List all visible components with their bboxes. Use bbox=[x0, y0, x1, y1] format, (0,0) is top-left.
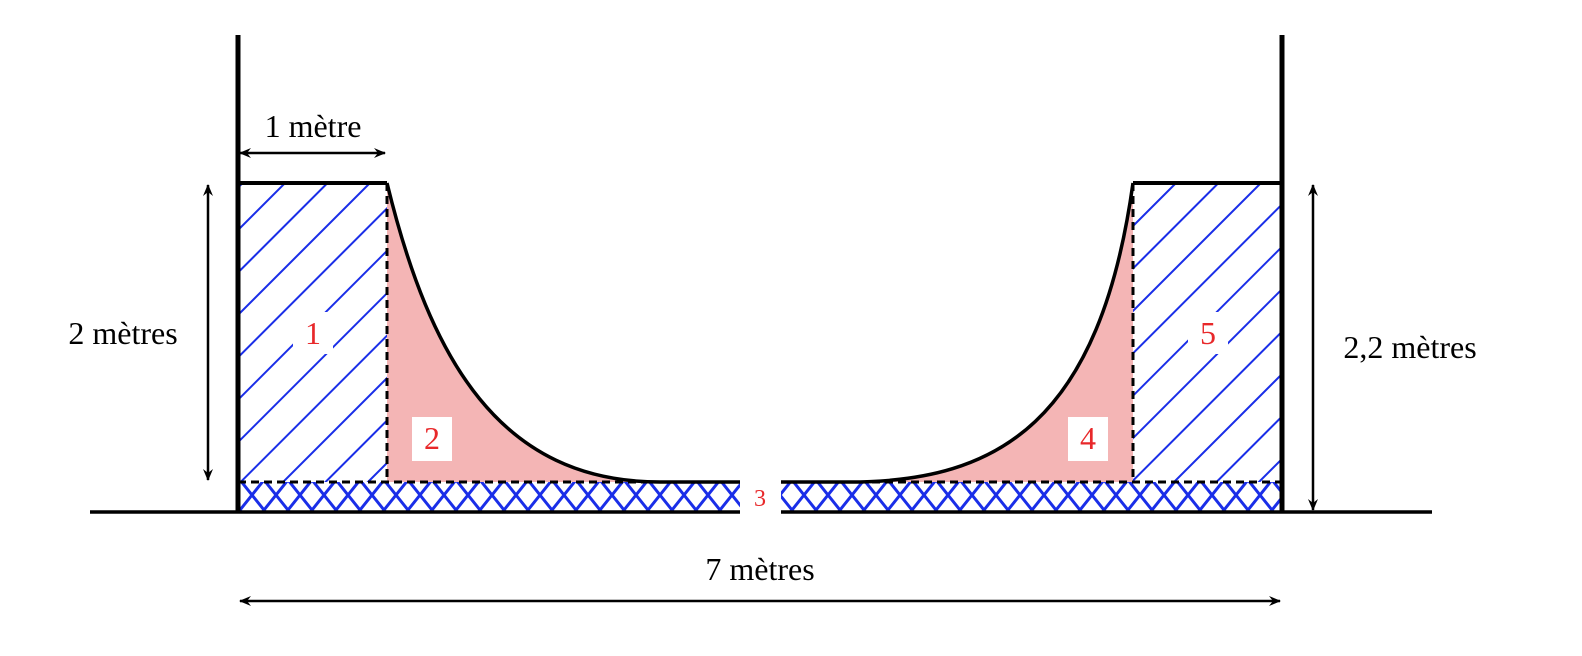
region-3-left bbox=[238, 482, 740, 512]
region-label: 1 bbox=[305, 315, 321, 351]
total-width-label: 7 mètres bbox=[705, 551, 814, 587]
label-bg bbox=[1188, 312, 1228, 354]
region-label: 2 bbox=[424, 420, 440, 456]
region-label: 3 bbox=[754, 486, 766, 512]
region-label: 5 bbox=[1200, 315, 1216, 351]
region-4 bbox=[850, 183, 1133, 482]
label-bg bbox=[1068, 417, 1108, 461]
label-bg bbox=[745, 484, 775, 510]
region-2 bbox=[387, 183, 660, 482]
dimension-arrows bbox=[203, 148, 1318, 606]
right-height-label: 2,2 mètres bbox=[1343, 329, 1476, 365]
region-label: 4 bbox=[1080, 420, 1096, 456]
label-bg bbox=[293, 312, 333, 354]
region-3-right bbox=[781, 482, 1282, 512]
left-height-label: 2 mètres bbox=[68, 315, 177, 351]
label-bg bbox=[412, 417, 452, 461]
top-width-label: 1 mètre bbox=[265, 108, 362, 144]
outline bbox=[90, 35, 1432, 514]
